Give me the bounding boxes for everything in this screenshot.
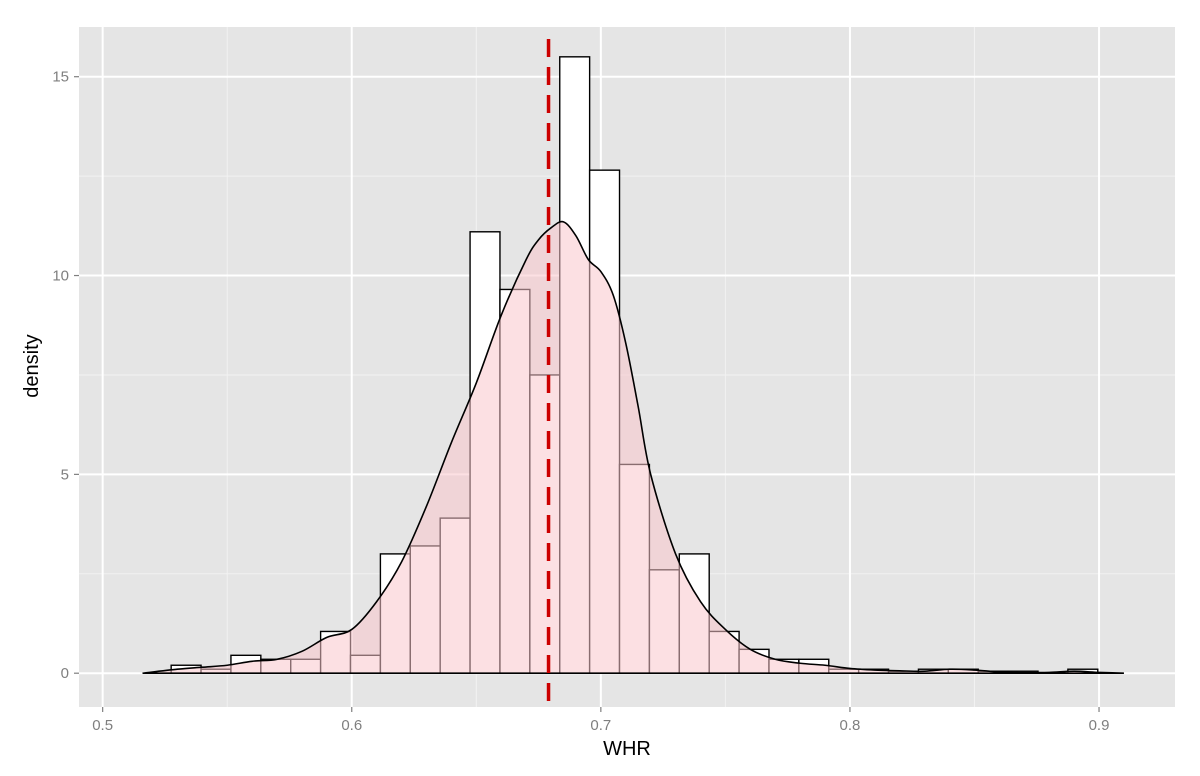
x-axis: 0.5 0.6 0.7 0.8 0.9 bbox=[92, 707, 1109, 734]
y-tick-label: 0 bbox=[61, 665, 69, 682]
density-curve bbox=[142, 220, 1124, 674]
x-axis-title: WHR bbox=[603, 738, 651, 760]
x-tick-label: 0.5 bbox=[92, 717, 113, 734]
x-tick-label: 0.7 bbox=[590, 717, 611, 734]
y-axis-title: density bbox=[21, 334, 43, 397]
y-axis: 0 5 10 15 bbox=[52, 69, 79, 682]
y-tick-label: 10 bbox=[52, 268, 69, 285]
x-tick-label: 0.6 bbox=[341, 717, 362, 734]
y-tick-label: 5 bbox=[61, 466, 69, 483]
y-tick-label: 15 bbox=[52, 69, 69, 86]
x-tick-label: 0.8 bbox=[840, 717, 861, 734]
x-tick-label: 0.9 bbox=[1089, 717, 1110, 734]
density-area bbox=[142, 221, 1124, 674]
